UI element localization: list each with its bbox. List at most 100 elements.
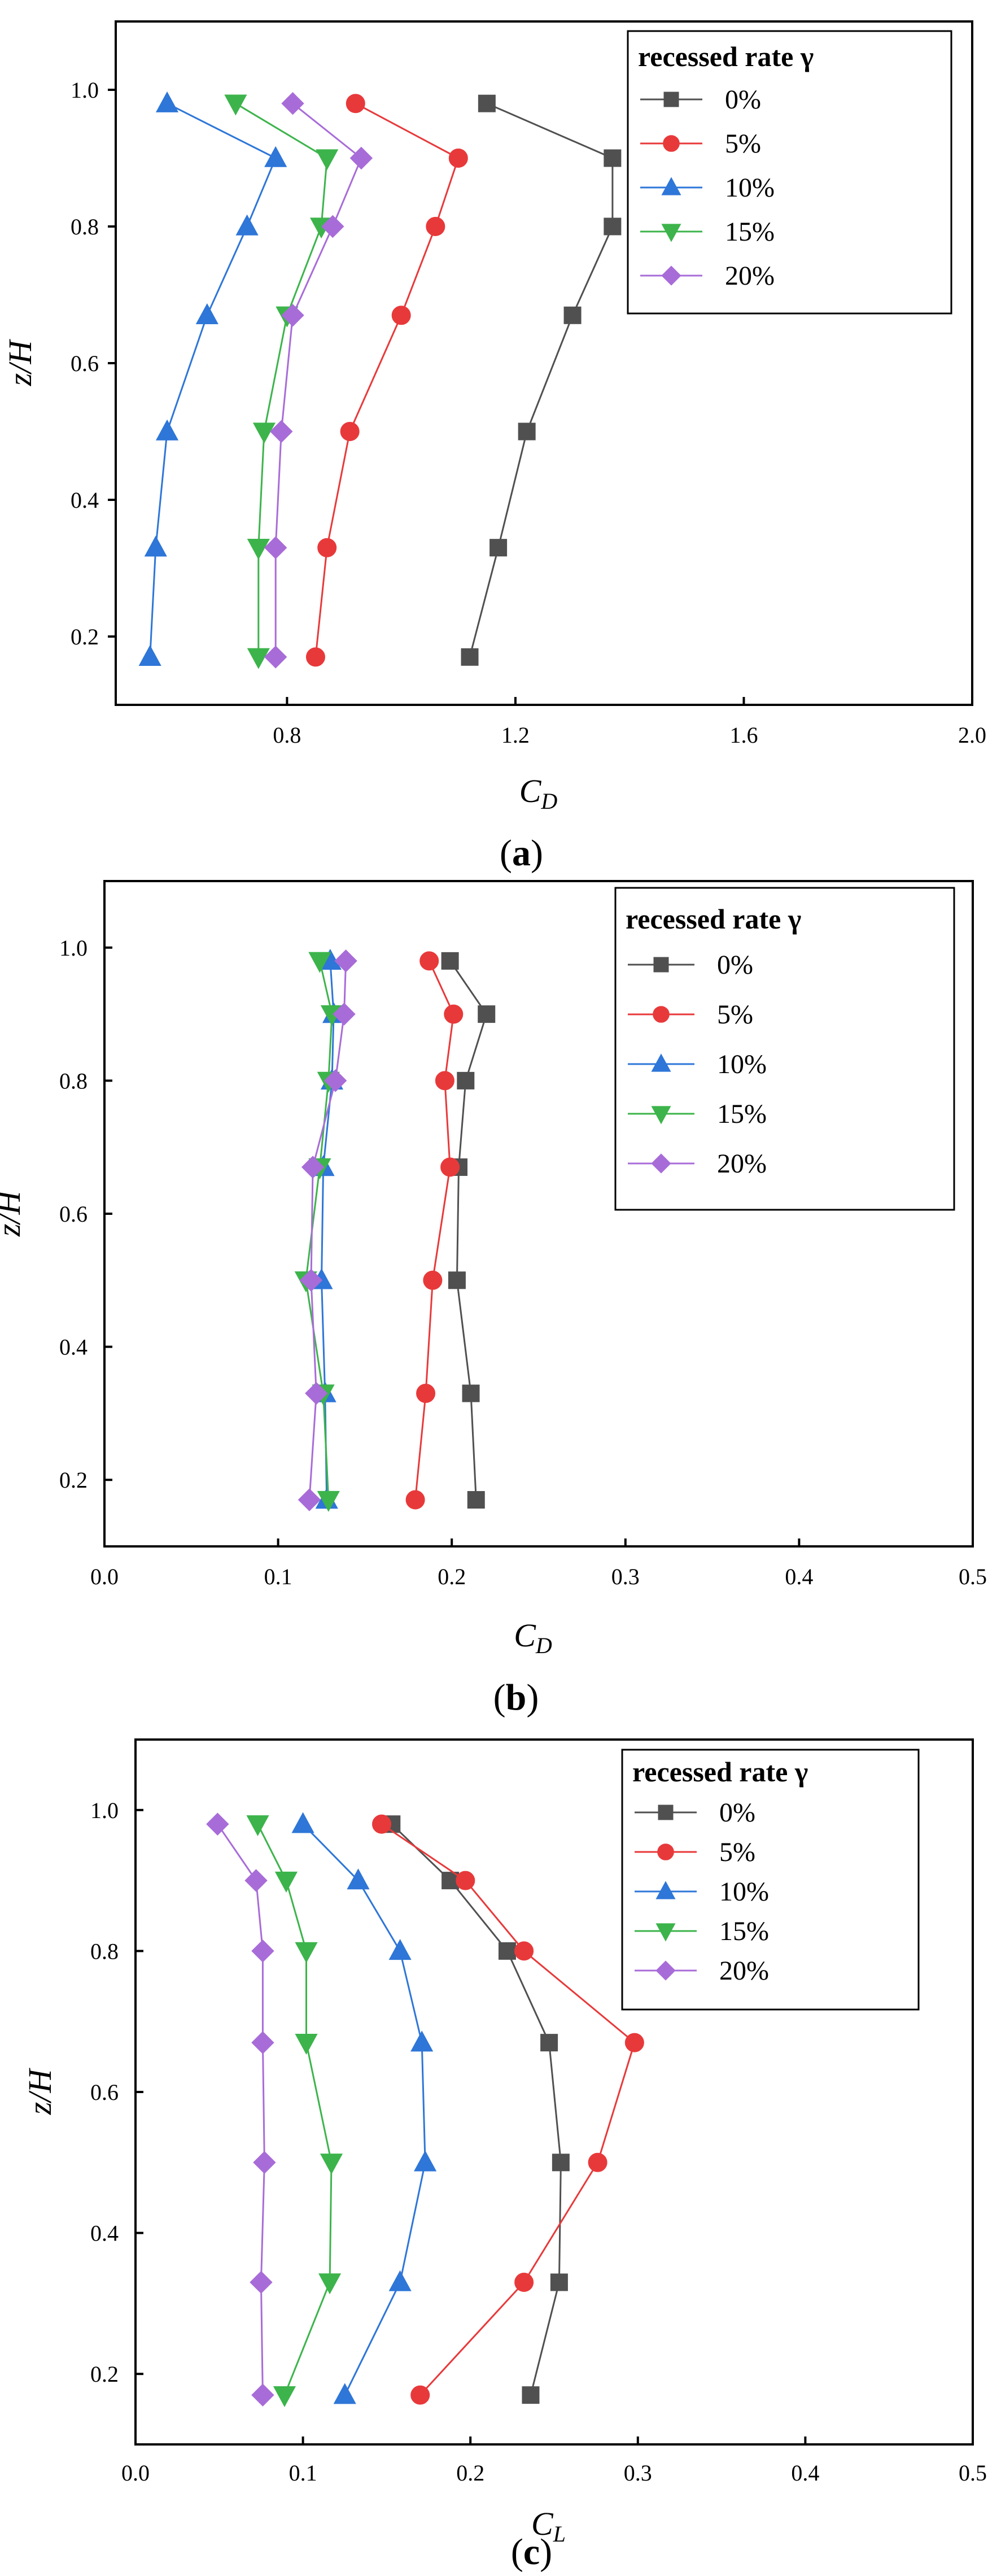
- data-point: [301, 1156, 325, 1179]
- series-line: [217, 1823, 265, 2395]
- legend-marker: [655, 1881, 676, 1899]
- data-point: [206, 1812, 229, 1836]
- data-point: [372, 1814, 392, 1834]
- legend: recessed rate γ 0% 5% 10% 15% 20%: [627, 30, 952, 315]
- x-axis-label: CL: [531, 2505, 566, 2547]
- data-point: [340, 422, 360, 441]
- data-point: [295, 1942, 318, 1963]
- data-point: [274, 1871, 298, 1893]
- data-point: [333, 1002, 356, 1026]
- legend-marker: [657, 1843, 674, 1860]
- data-point: [604, 149, 622, 167]
- data-point: [448, 149, 468, 168]
- data-point: [388, 1939, 412, 1960]
- data-point: [298, 1488, 321, 1511]
- series-20pct: [264, 91, 373, 669]
- data-point: [624, 2033, 644, 2052]
- series-line: [257, 1824, 333, 2396]
- data-point: [138, 645, 161, 666]
- series-line: [381, 1823, 636, 2396]
- legend-label: 5%: [717, 1000, 753, 1030]
- legend-title: recessed rate γ: [626, 903, 801, 935]
- series-line: [235, 102, 328, 657]
- x-tick-label: 0.2: [438, 1564, 466, 1589]
- legend-label: 0%: [725, 85, 761, 115]
- data-point: [462, 1384, 480, 1402]
- data-point: [410, 2385, 430, 2405]
- data-point: [349, 146, 373, 170]
- data-point: [391, 306, 411, 325]
- legend-label: 10%: [717, 1049, 767, 1079]
- data-point: [441, 952, 459, 970]
- data-point: [347, 1868, 370, 1890]
- data-point: [419, 951, 439, 971]
- data-point: [478, 94, 496, 112]
- data-point: [270, 420, 293, 443]
- data-point: [456, 1871, 475, 1890]
- series-line: [391, 1823, 562, 2395]
- legend-box: [614, 887, 955, 1211]
- legend-label: 15%: [717, 1099, 767, 1129]
- data-point: [247, 648, 270, 669]
- data-point: [604, 217, 622, 236]
- y-axis-label: z/H: [21, 2068, 58, 2116]
- series-5pct: [405, 951, 464, 1510]
- data-point: [264, 536, 287, 559]
- y-tick-label: 0.8: [71, 214, 99, 239]
- data-point: [316, 149, 339, 171]
- legend-marker: [655, 1960, 676, 1981]
- y-tick-label: 1.0: [71, 77, 99, 103]
- data-point: [388, 2270, 412, 2291]
- series-line: [305, 961, 333, 1500]
- data-point: [195, 303, 218, 324]
- x-tick-label: 0.1: [264, 1564, 292, 1589]
- series-10pct: [138, 91, 287, 666]
- y-axis-label: z/H: [0, 1189, 27, 1237]
- legend-label: 5%: [725, 129, 761, 159]
- data-point: [333, 2383, 356, 2404]
- data-point: [514, 1941, 534, 1961]
- series-line: [320, 961, 335, 1500]
- x-tick-label: 0.3: [624, 2460, 652, 2486]
- data-point: [308, 952, 331, 973]
- legend: recessed rate γ 0% 5% 10% 15% 20%: [621, 1749, 920, 2011]
- data-point: [588, 2152, 607, 2172]
- data-point: [264, 646, 287, 669]
- legend-label: 0%: [719, 1798, 755, 1828]
- data-point: [405, 1490, 425, 1510]
- legend-marker: [661, 177, 681, 195]
- data-point: [317, 538, 337, 557]
- data-point: [410, 2030, 434, 2052]
- data-point: [334, 949, 357, 973]
- data-point: [563, 306, 582, 324]
- series-10pct: [310, 949, 346, 1509]
- series-15pct: [294, 952, 344, 1512]
- x-tick-label: 1.2: [501, 722, 530, 748]
- series-line: [449, 960, 488, 1500]
- series-5pct: [305, 94, 468, 667]
- series-0pct: [461, 94, 622, 666]
- series-10pct: [291, 1812, 437, 2404]
- legend-title: recessed rate γ: [632, 1756, 808, 1788]
- data-point: [318, 2273, 342, 2295]
- data-point: [444, 1004, 464, 1024]
- y-tick-label: 1.0: [90, 1798, 119, 1823]
- series-line: [302, 1823, 426, 2396]
- x-axis-label: CD: [519, 773, 558, 814]
- y-tick-label: 1.0: [59, 935, 88, 961]
- y-tick-label: 0.4: [90, 2221, 119, 2246]
- legend-title: recessed rate γ: [638, 41, 814, 72]
- data-point: [144, 535, 167, 557]
- data-point: [320, 2154, 343, 2175]
- x-tick-label: 0.0: [90, 1564, 119, 1589]
- x-tick-label: 0.5: [959, 2460, 987, 2486]
- data-point: [489, 539, 508, 557]
- data-point: [346, 94, 365, 114]
- x-tick-label: 0.4: [791, 2460, 819, 2486]
- panel-caption: (b): [493, 1677, 539, 1718]
- series-line: [149, 102, 277, 657]
- legend-marker: [658, 1804, 674, 1820]
- y-tick-label: 0.2: [90, 2361, 119, 2387]
